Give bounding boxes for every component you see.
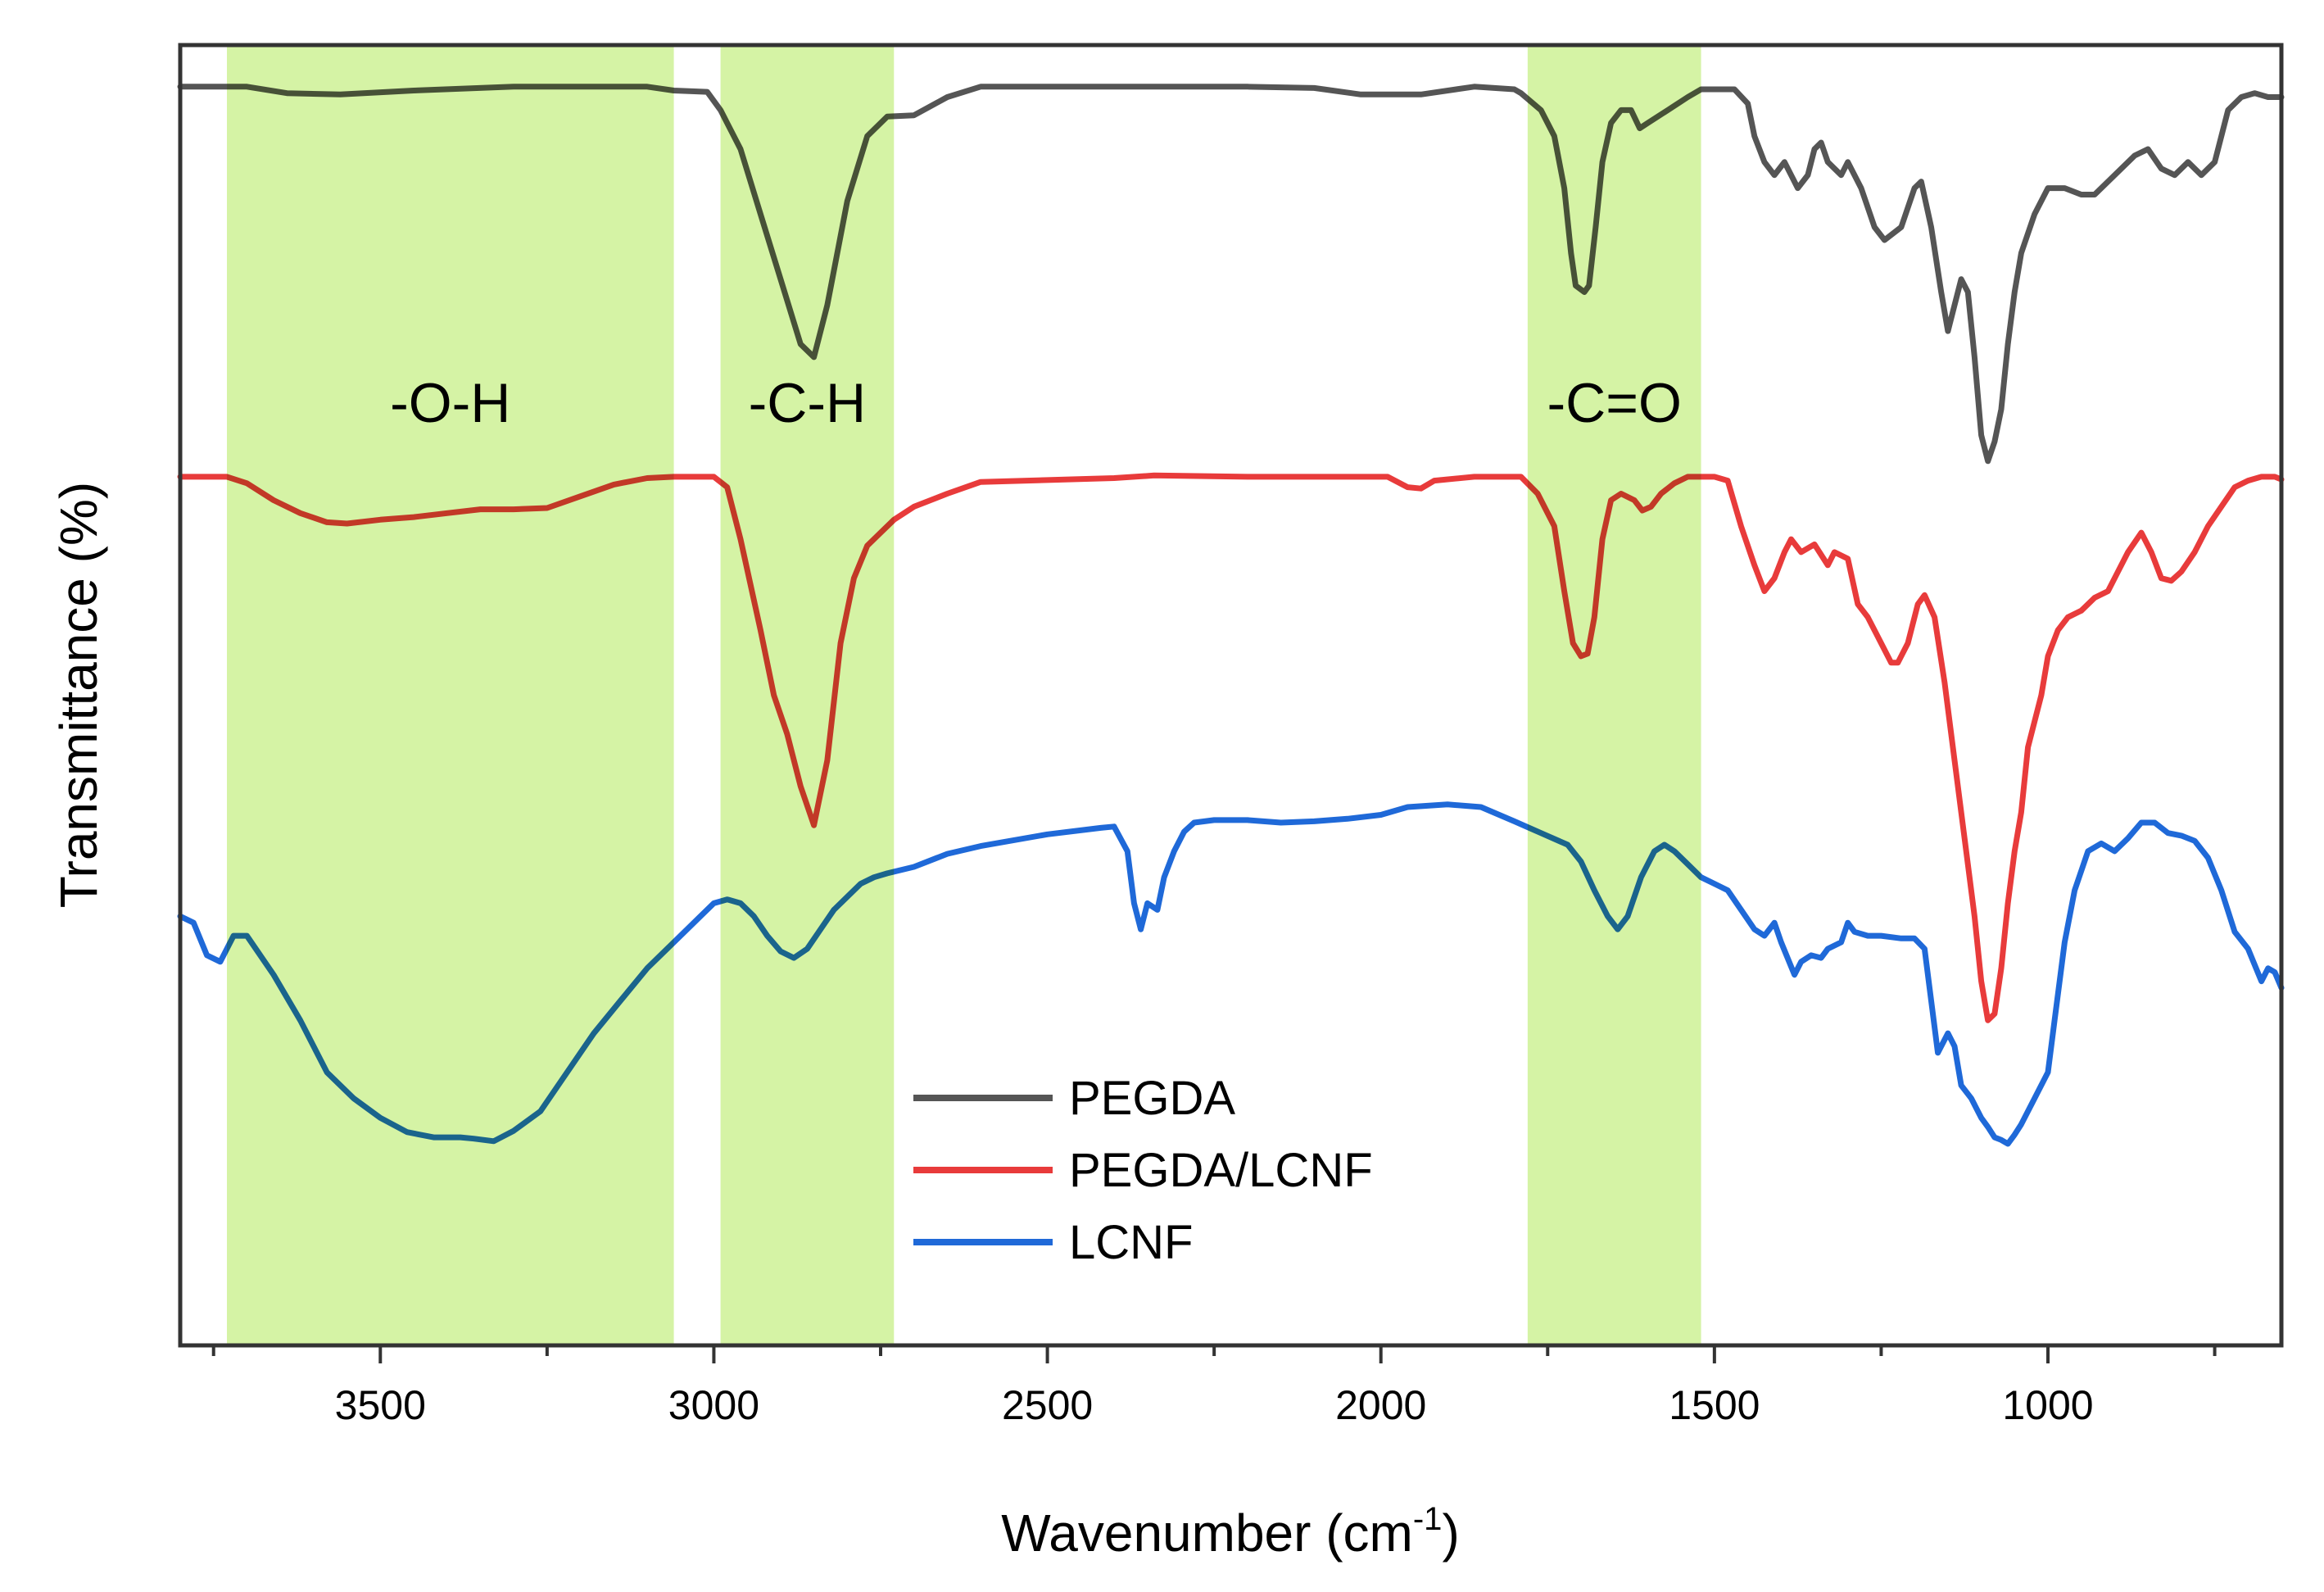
x-tick-label: 1000 — [2002, 1382, 2093, 1428]
series-line-pegda-lcnf — [177, 472, 2285, 1023]
series-lines — [177, 84, 2285, 1147]
x-tick-label: 2000 — [1335, 1382, 1426, 1428]
band-label: -O-H — [390, 372, 510, 434]
band-label: -C=O — [1547, 372, 1682, 434]
x-axis-ticks: 3500 3000 2500 2000 1500 1000 — [211, 1345, 2217, 1428]
band-o-h — [227, 45, 674, 1345]
y-axis-title: Transmittance (%) — [49, 482, 108, 908]
band-c-h — [720, 45, 895, 1345]
highlight-bands — [227, 45, 1701, 1345]
legend-label-lcnf: LCNF — [1069, 1216, 1193, 1269]
x-tick-label: 1500 — [1669, 1382, 1760, 1428]
plot-frame — [178, 43, 2284, 1348]
series-line-pegda — [177, 84, 2285, 465]
x-tick-label: 3500 — [335, 1382, 426, 1428]
legend: PEGDA PEGDA/LCNF LCNF — [913, 1072, 1373, 1269]
series-line-lcnf — [177, 801, 2285, 1147]
x-tick-label: 2500 — [1002, 1382, 1093, 1428]
legend-label-pegda: PEGDA — [1069, 1072, 1235, 1125]
band-label: -C-H — [749, 372, 867, 434]
x-tick-label: 3000 — [668, 1382, 759, 1428]
legend-label-pegda-lcnf: PEGDA/LCNF — [1069, 1144, 1373, 1197]
band-labels: -O-H -C-H -C=O — [390, 372, 1682, 434]
x-axis-title: Wavenumber (cm-1) — [1001, 1501, 1460, 1563]
band-c-eq-o — [1527, 45, 1701, 1345]
